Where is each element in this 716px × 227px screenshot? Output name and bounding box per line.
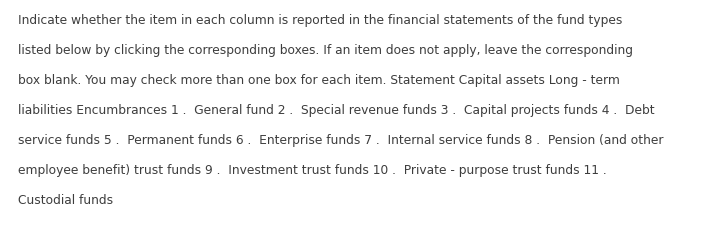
Text: Custodial funds: Custodial funds	[18, 193, 113, 206]
Text: employee benefit) trust funds 9 .  Investment trust funds 10 .  Private - purpos: employee benefit) trust funds 9 . Invest…	[18, 163, 606, 176]
Text: service funds 5 .  Permanent funds 6 .  Enterprise funds 7 .  Internal service f: service funds 5 . Permanent funds 6 . En…	[18, 133, 664, 146]
Text: liabilities Encumbrances 1 .  General fund 2 .  Special revenue funds 3 .  Capit: liabilities Encumbrances 1 . General fun…	[18, 104, 654, 116]
Text: listed below by clicking the corresponding boxes. If an item does not apply, lea: listed below by clicking the correspondi…	[18, 44, 633, 57]
Text: Indicate whether the item in each column is reported in the financial statements: Indicate whether the item in each column…	[18, 14, 622, 27]
Text: box blank. You may check more than one box for each item. Statement Capital asse: box blank. You may check more than one b…	[18, 74, 620, 87]
